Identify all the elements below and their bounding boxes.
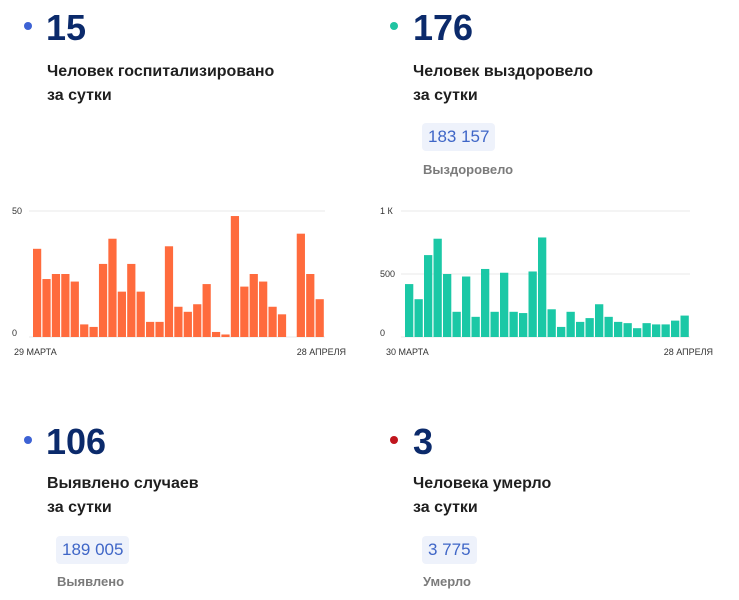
bar [661, 324, 670, 337]
cases-total: 189 005 [56, 536, 130, 564]
bar [566, 311, 575, 337]
bar [70, 281, 79, 337]
bar [405, 284, 414, 337]
bar [519, 313, 528, 337]
bar [155, 321, 164, 337]
bar [614, 321, 623, 337]
x-end-label: 28 АПРЕЛЯ [297, 347, 346, 357]
x-start-label: 30 МАРТА [386, 347, 429, 357]
bar [277, 314, 287, 337]
bar [211, 331, 221, 337]
cases-label-line1: Выявлено случаев [47, 475, 199, 492]
bar [136, 291, 145, 337]
bar [306, 274, 315, 337]
recovered-label-line1: Человек выздоровело [413, 63, 594, 80]
bar [538, 237, 547, 337]
recovered-block: 176 Человек выздоровело за сутки 183 157… [368, 0, 738, 400]
bar [230, 216, 240, 337]
x-end-label: 28 АПРЕЛЯ [664, 347, 713, 357]
bar [509, 311, 518, 337]
bar [174, 306, 183, 337]
bar [249, 274, 258, 337]
hospitalized-dot [24, 22, 32, 30]
recovered-value: 176 [413, 7, 474, 48]
bar [585, 318, 594, 337]
bar [89, 326, 98, 337]
cases-dot [24, 436, 32, 444]
bar [471, 316, 480, 337]
bar [633, 328, 642, 337]
bar [296, 233, 305, 337]
bar [462, 276, 471, 337]
died-value: 3 [413, 421, 434, 462]
died-total-label: Умерло [423, 574, 471, 589]
cases-block: 106 Выявлено случаев за сутки 189 005 Вы… [0, 410, 360, 600]
bar [268, 306, 277, 337]
bar [127, 263, 136, 337]
bar [623, 323, 632, 337]
bar [481, 268, 490, 337]
bar [443, 274, 452, 337]
died-block: 3 Человека умерло за сутки 3 775 Умерло [368, 410, 738, 600]
bar [490, 311, 499, 337]
y-tick-label: 50 [12, 206, 22, 216]
bar [259, 281, 268, 337]
bar [652, 324, 661, 337]
bar [414, 299, 423, 337]
bar [51, 274, 61, 337]
cases-label-line2: за сутки [47, 499, 112, 516]
bar [42, 279, 51, 337]
died-dot [390, 436, 398, 444]
bar [221, 334, 230, 337]
bar [433, 238, 442, 337]
bar [164, 246, 174, 337]
bar [108, 238, 117, 337]
died-total: 3 775 [422, 536, 477, 564]
bar [61, 274, 70, 337]
hospitalized-label-line1: Человек госпитализировано [47, 63, 275, 80]
bar [98, 263, 108, 337]
y-tick-label: 0 [12, 328, 17, 338]
bar [183, 311, 192, 337]
bar [671, 320, 680, 337]
died-label-line1: Человека умерло [413, 475, 552, 492]
y-tick-label: 0 [380, 328, 385, 338]
bar [202, 284, 211, 337]
bar [315, 299, 324, 337]
hospitalized-block: 15 Человек госпитализировано за сутки [0, 0, 360, 400]
bar [424, 255, 433, 337]
bar [500, 272, 509, 337]
recovered-chart: 0 500 1 К 30 МАРТА 28 АПРЕЛЯ [380, 206, 713, 357]
bar [576, 321, 585, 337]
bar [80, 324, 89, 337]
hospitalized-chart: 0 50 29 МАРТА 28 АПРЕЛЯ [12, 206, 346, 357]
y-tick-label: 1 К [380, 206, 394, 216]
bar [557, 326, 566, 337]
recovered-dot [390, 22, 398, 30]
hospitalized-value: 15 [46, 7, 87, 48]
bar [595, 304, 604, 337]
bar [117, 291, 126, 337]
bar [547, 309, 556, 337]
bar [452, 311, 461, 337]
hospitalized-label-line2: за сутки [47, 87, 112, 104]
bar [146, 321, 155, 337]
recovered-total-label: Выздоровело [423, 162, 514, 177]
bar [528, 271, 537, 337]
y-tick-label: 500 [380, 269, 395, 279]
died-label-line2: за сутки [413, 499, 478, 516]
bar [33, 248, 42, 337]
bar [193, 304, 202, 337]
cases-total-label: Выявлено [57, 574, 125, 589]
cases-value: 106 [46, 421, 107, 462]
bar [642, 323, 651, 337]
bar [240, 286, 249, 337]
bar [604, 316, 613, 337]
recovered-total: 183 157 [422, 123, 496, 151]
bar [680, 315, 689, 337]
x-start-label: 29 МАРТА [14, 347, 57, 357]
recovered-label-line2: за сутки [413, 87, 478, 104]
